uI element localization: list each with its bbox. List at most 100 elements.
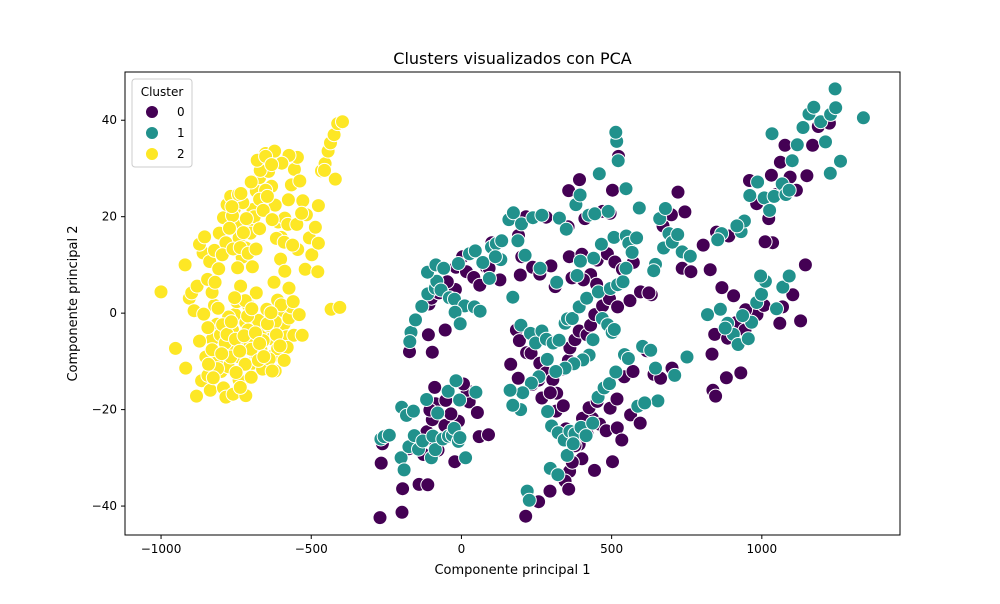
point-cluster-2 xyxy=(178,360,194,376)
point-cluster-1 xyxy=(650,393,666,409)
point-cluster-0 xyxy=(542,483,558,499)
point-cluster-1 xyxy=(452,430,468,446)
legend-title: Cluster xyxy=(141,85,184,99)
point-cluster-2 xyxy=(285,237,301,253)
point-cluster-1 xyxy=(586,250,602,266)
point-cluster-1 xyxy=(754,286,769,302)
y-tick-label: 20 xyxy=(102,210,117,224)
point-cluster-2 xyxy=(153,284,169,300)
point-cluster-1 xyxy=(472,303,488,319)
point-cluster-1 xyxy=(753,268,769,284)
y-axis: −40 −20 0 20 40 xyxy=(92,113,125,513)
point-cluster-0 xyxy=(632,415,648,431)
point-cluster-2 xyxy=(291,307,307,323)
point-cluster-1 xyxy=(579,290,595,306)
point-cluster-2 xyxy=(177,257,193,273)
point-cluster-0 xyxy=(587,462,602,478)
point-cluster-1 xyxy=(620,351,636,366)
point-cluster-2 xyxy=(255,202,271,218)
point-cluster-1 xyxy=(405,403,421,419)
point-cluster-0 xyxy=(437,322,453,338)
point-cluster-2 xyxy=(276,352,292,368)
point-cluster-1 xyxy=(505,397,521,413)
legend-marker-cluster-1 xyxy=(145,126,159,140)
point-cluster-1 xyxy=(481,270,497,286)
point-cluster-1 xyxy=(551,210,567,226)
point-cluster-1 xyxy=(396,462,412,478)
point-cluster-1 xyxy=(762,202,778,218)
x-axis-label: Componente principal 1 xyxy=(434,563,590,578)
point-cluster-2 xyxy=(210,300,226,316)
point-cluster-1 xyxy=(769,301,784,317)
point-cluster-2 xyxy=(294,205,310,221)
point-cluster-1 xyxy=(534,207,550,223)
point-cluster-1 xyxy=(740,331,756,347)
point-cluster-2 xyxy=(259,188,275,204)
x-tick-label: −1000 xyxy=(141,542,182,556)
point-cluster-2 xyxy=(280,192,296,208)
point-cluster-1 xyxy=(550,467,566,483)
point-cluster-0 xyxy=(797,257,813,273)
point-cluster-1 xyxy=(430,405,446,421)
point-cluster-1 xyxy=(608,124,624,140)
point-cluster-1 xyxy=(408,312,423,328)
point-cluster-2 xyxy=(252,221,268,237)
point-cluster-1 xyxy=(602,376,617,392)
point-cluster-2 xyxy=(235,225,251,241)
point-cluster-0 xyxy=(733,365,749,381)
chart-title: Clusters visualizados con PCA xyxy=(393,49,632,68)
point-cluster-2 xyxy=(196,306,212,322)
point-cluster-2 xyxy=(223,314,239,330)
point-cluster-1 xyxy=(558,221,574,237)
point-cluster-2 xyxy=(266,274,282,290)
point-cluster-2 xyxy=(230,260,246,276)
point-cluster-1 xyxy=(631,200,647,216)
point-cluster-2 xyxy=(335,114,350,130)
point-cluster-2 xyxy=(222,220,237,236)
point-cluster-0 xyxy=(670,184,686,200)
point-cluster-1 xyxy=(606,229,622,245)
point-cluster-1 xyxy=(717,320,733,336)
point-cluster-1 xyxy=(494,233,510,249)
point-cluster-2 xyxy=(332,299,348,315)
point-cluster-2 xyxy=(224,199,240,215)
point-cluster-1 xyxy=(510,233,526,249)
point-cluster-0 xyxy=(625,364,641,379)
point-cluster-1 xyxy=(618,181,634,197)
point-cluster-1 xyxy=(467,243,483,259)
x-tick-label: 0 xyxy=(458,542,466,556)
point-cluster-2 xyxy=(189,388,204,404)
point-cluster-0 xyxy=(702,262,718,278)
point-cluster-2 xyxy=(256,349,272,365)
point-cluster-0 xyxy=(793,313,809,329)
point-cluster-2 xyxy=(264,363,280,379)
point-cluster-0 xyxy=(561,481,577,497)
point-cluster-1 xyxy=(710,232,726,248)
point-cluster-0 xyxy=(714,280,730,296)
plot-area-frame xyxy=(124,71,901,536)
legend-label-cluster-1: 1 xyxy=(177,126,185,140)
points-layer xyxy=(153,81,871,526)
point-cluster-2 xyxy=(292,173,308,189)
point-cluster-1 xyxy=(679,349,695,365)
point-cluster-2 xyxy=(232,343,248,359)
point-cluster-2 xyxy=(243,369,259,385)
point-cluster-1 xyxy=(657,201,673,216)
point-cluster-0 xyxy=(427,379,443,395)
point-cluster-2 xyxy=(202,382,218,398)
point-cluster-2 xyxy=(285,294,301,310)
point-cluster-0 xyxy=(420,327,436,343)
point-cluster-2 xyxy=(168,340,183,356)
point-cluster-0 xyxy=(614,432,630,448)
point-cluster-1 xyxy=(827,81,843,97)
point-cluster-2 xyxy=(211,261,227,277)
point-cluster-1 xyxy=(806,99,822,115)
x-axis: −1000 −500 0 500 1000 xyxy=(141,535,777,556)
point-cluster-0 xyxy=(511,333,527,349)
point-cluster-1 xyxy=(427,442,443,458)
point-cluster-2 xyxy=(297,261,313,277)
point-cluster-1 xyxy=(608,364,624,380)
point-cluster-1 xyxy=(833,153,848,169)
